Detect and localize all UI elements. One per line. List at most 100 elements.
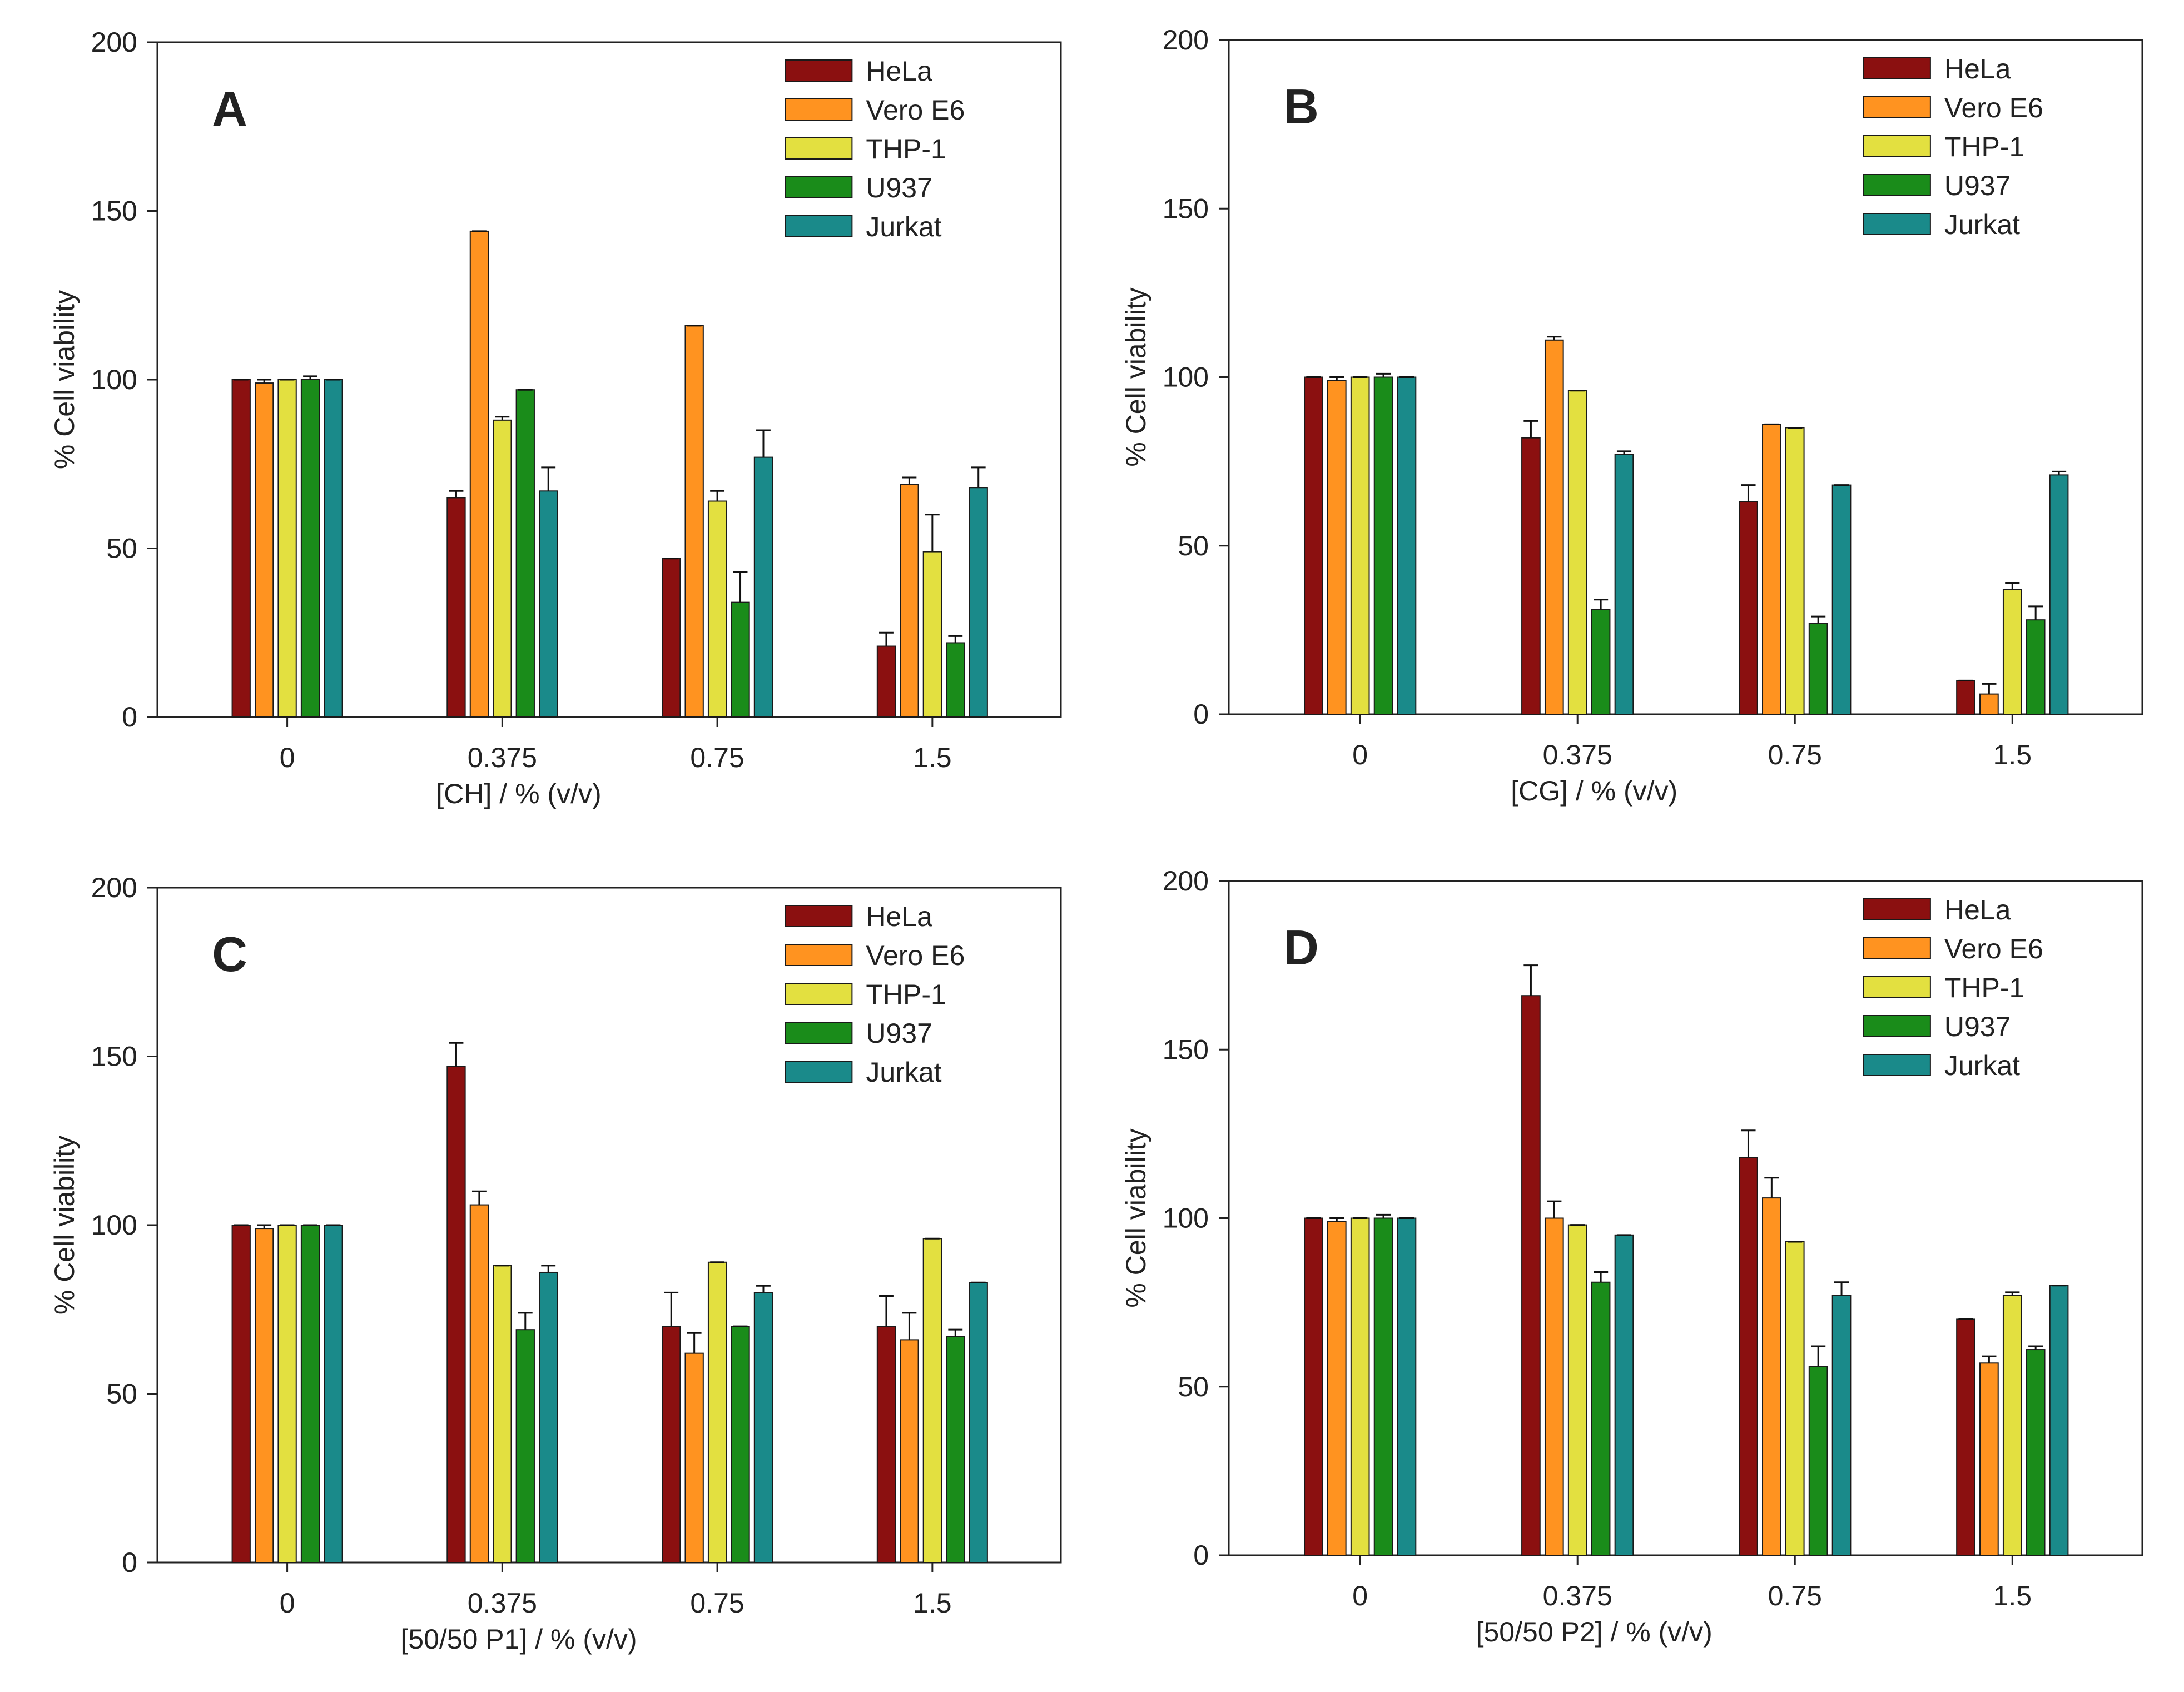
x-tick-label: 0.75 <box>690 1588 744 1619</box>
legend-label: U937 <box>1944 170 2011 201</box>
y-tick-label: 0 <box>122 701 137 733</box>
bar-hela-0.375 <box>1521 995 1541 1556</box>
bar-u937-0.75 <box>731 1326 750 1564</box>
bar-jurkat-0 <box>1397 376 1417 715</box>
bar-u937-0 <box>300 379 320 718</box>
bar-vero-e6-1.5 <box>900 484 919 718</box>
bar-vero-e6-0 <box>254 382 274 718</box>
bar-thp-1-1.5 <box>2002 589 2022 715</box>
bar-thp-1-0.375 <box>493 419 512 718</box>
x-axis-label: [50/50 P2] / % (v/v) <box>1476 1616 1713 1648</box>
bar-thp-1-1.5 <box>922 1238 942 1563</box>
x-tick-label: 1.5 <box>913 1588 952 1619</box>
bar-jurkat-1.5 <box>969 1282 988 1563</box>
bar-u937-0 <box>300 1225 320 1563</box>
y-tick-label: 50 <box>1178 1371 1209 1402</box>
legend-swatch <box>785 137 853 160</box>
bar-thp-1-1.5 <box>2002 1295 2022 1556</box>
legend-label: Jurkat <box>866 1057 941 1088</box>
x-axis-label: [CH] / % (v/v) <box>436 778 601 809</box>
x-tick-label: 0 <box>280 1588 295 1619</box>
bar-u937-0.75 <box>1808 1366 1828 1556</box>
x-tick-label: 0 <box>1352 739 1368 770</box>
y-tick-label: 0 <box>1193 1540 1209 1571</box>
chart-panel-b: 0 50 100 150 200 % Cell viability [CG] / % (v/… <box>1120 24 2143 807</box>
legend-swatch <box>1863 57 1931 79</box>
legend-swatch <box>785 944 853 966</box>
y-tick-label: 50 <box>106 1379 137 1410</box>
legend-label: THP-1 <box>1944 972 2024 1003</box>
legend-label: U937 <box>866 172 932 203</box>
legend-label: Jurkat <box>1944 209 2020 240</box>
bar-jurkat-1.5 <box>969 487 988 718</box>
x-tick-label: 0 <box>1352 1580 1368 1611</box>
bar-u937-0.375 <box>515 389 535 718</box>
legend-swatch <box>1863 135 1931 157</box>
bar-jurkat-0.375 <box>1614 1234 1634 1556</box>
y-tick-label: 100 <box>1163 1203 1209 1234</box>
y-tick-label: 50 <box>106 533 137 564</box>
bar-hela-1.5 <box>876 1326 896 1564</box>
y-tick-label: 50 <box>1178 530 1209 561</box>
bar-vero-e6-0.75 <box>684 325 704 718</box>
bar-hela-0 <box>1304 1217 1323 1556</box>
bar-jurkat-0.75 <box>753 456 773 718</box>
legend-swatch <box>1863 937 1931 959</box>
bar-thp-1-0.375 <box>493 1265 512 1564</box>
legend-swatch <box>785 1022 853 1044</box>
bar-u937-1.5 <box>2026 619 2046 715</box>
legend-label: HeLa <box>866 901 932 932</box>
legend-swatch <box>785 983 853 1005</box>
legend-swatch <box>785 98 853 121</box>
bar-u937-0.375 <box>1591 609 1611 715</box>
bar-hela-0.75 <box>662 558 681 718</box>
panel-letter: B <box>1283 79 1319 134</box>
x-tick-label: 0 <box>280 742 295 773</box>
bar-jurkat-0.375 <box>539 490 558 718</box>
legend-swatch <box>1863 174 1931 196</box>
bar-vero-e6-0.75 <box>684 1352 704 1563</box>
bar-u937-0 <box>1373 376 1393 715</box>
legend-swatch <box>785 1061 853 1083</box>
bar-jurkat-0.75 <box>1831 1295 1852 1556</box>
x-tick-label: 0.375 <box>1543 1580 1612 1611</box>
legend-swatch <box>1863 213 1931 235</box>
bar-jurkat-0 <box>324 1225 343 1563</box>
bar-u937-1.5 <box>946 1336 965 1564</box>
bar-u937-1.5 <box>2026 1349 2046 1556</box>
bar-jurkat-1.5 <box>2049 1285 2069 1556</box>
legend-label: Jurkat <box>1944 1050 2020 1081</box>
bar-hela-1.5 <box>876 645 896 718</box>
legend-label: Vero E6 <box>1944 92 2043 123</box>
y-tick-label: 100 <box>91 364 137 395</box>
bar-thp-1-0.75 <box>707 1261 727 1563</box>
x-axis-label: [50/50 P1] / % (v/v) <box>400 1624 637 1655</box>
legend-label: Vero E6 <box>866 94 965 126</box>
bar-hela-0.375 <box>446 1066 466 1563</box>
y-axis-label: % Cell viability <box>49 290 80 469</box>
chart-panel-d: 0 50 100 150 200 % Cell viability [50/50 P2] /… <box>1120 865 2143 1648</box>
y-tick-label: 0 <box>122 1547 137 1578</box>
x-tick-label: 1.5 <box>913 742 952 773</box>
bar-jurkat-1.5 <box>2049 474 2069 715</box>
y-tick-label: 100 <box>91 1210 137 1241</box>
x-axis-label: [CG] / % (v/v) <box>1511 775 1677 807</box>
x-tick-label: 1.5 <box>1993 1580 2032 1611</box>
legend-label: U937 <box>1944 1011 2011 1042</box>
bar-jurkat-0.375 <box>539 1271 558 1563</box>
y-tick-label: 0 <box>1193 699 1209 730</box>
bar-vero-e6-0 <box>1327 380 1347 715</box>
bar-hela-1.5 <box>1956 680 1975 715</box>
bar-jurkat-0 <box>1397 1217 1417 1556</box>
bar-vero-e6-1.5 <box>900 1339 919 1563</box>
y-axis-label: % Cell viability <box>49 1136 80 1315</box>
bar-jurkat-0.75 <box>753 1292 773 1563</box>
legend-swatch <box>1863 1054 1931 1076</box>
bar-hela-1.5 <box>1956 1318 1975 1556</box>
legend-swatch <box>785 59 853 82</box>
x-tick-label: 0.375 <box>468 1588 537 1619</box>
x-tick-label: 0.75 <box>1768 1580 1822 1611</box>
bar-thp-1-0.375 <box>1567 1224 1587 1556</box>
bar-thp-1-0.375 <box>1567 390 1587 715</box>
